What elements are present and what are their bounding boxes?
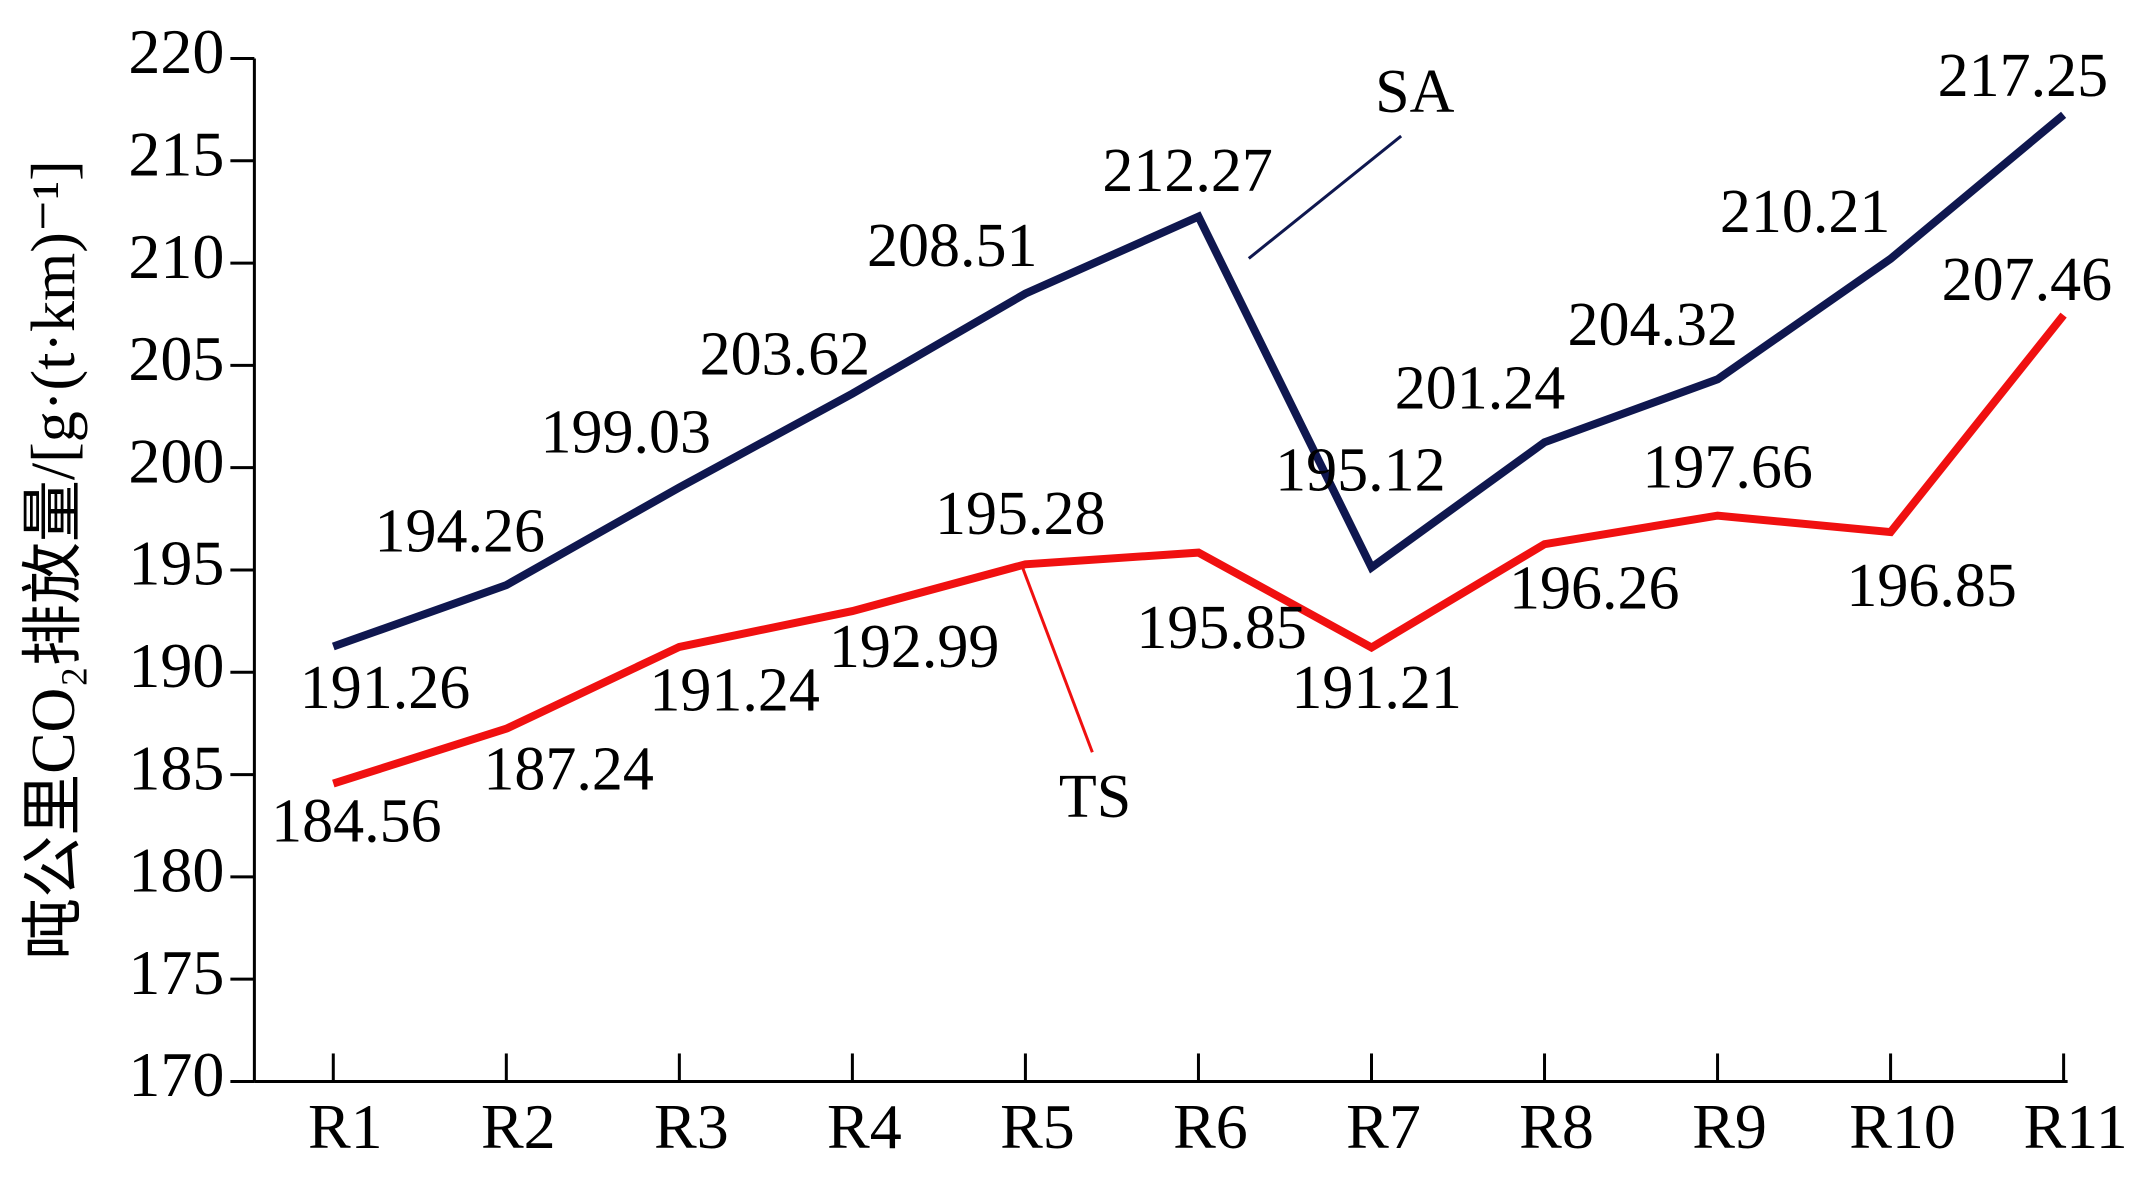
leader-line [1021, 568, 1094, 753]
data-label: 208.51 [867, 212, 1038, 280]
data-label: 184.56 [271, 787, 442, 855]
data-label: 201.24 [1395, 355, 1566, 423]
series-label: SA [1375, 58, 1454, 126]
data-label: 203.62 [700, 321, 871, 389]
x-tick-label: R8 [1519, 1091, 1594, 1162]
data-label: 196.85 [1846, 552, 2017, 620]
leader-line [1247, 134, 1403, 260]
x-tick-label: R3 [654, 1091, 729, 1162]
data-label: 210.21 [1720, 178, 1891, 246]
y-tick-label: 170 [128, 1039, 224, 1110]
data-label: 194.26 [375, 498, 546, 566]
x-tick-label: R4 [827, 1091, 902, 1162]
data-label: 212.27 [1102, 137, 1273, 205]
data-label: 195.85 [1136, 594, 1307, 662]
data-label: 191.21 [1291, 654, 1462, 722]
data-label: 195.28 [935, 480, 1106, 548]
y-tick-label: 195 [128, 528, 224, 599]
data-label: 187.24 [483, 736, 654, 804]
data-label: 207.46 [1942, 246, 2113, 314]
data-label: 191.26 [300, 654, 471, 722]
y-tick-label: 220 [128, 16, 224, 87]
line-series [331, 111, 2067, 651]
data-label: 196.26 [1509, 555, 1680, 623]
x-tick-label: R11 [2023, 1091, 2127, 1162]
data-label: 217.25 [1938, 42, 2109, 110]
x-tick-label: R5 [1000, 1091, 1075, 1162]
y-tick-label: 200 [128, 425, 224, 496]
y-tick-label: 190 [128, 630, 224, 701]
y-tick-label: 185 [128, 732, 224, 803]
series-label: TS [1059, 763, 1131, 831]
y-tick-label: 210 [128, 221, 224, 292]
line-series [332, 312, 2067, 788]
y-axis-label: 吨公里CO₂排放量/[g·(t·km)⁻¹] [20, 160, 88, 960]
y-tick-label: 205 [128, 323, 224, 394]
x-tick-label: R7 [1346, 1091, 1421, 1162]
data-label: 192.99 [829, 613, 1000, 681]
y-tick-label: 175 [128, 937, 224, 1008]
x-tick-label: R1 [308, 1091, 383, 1162]
x-tick-label: R2 [481, 1091, 556, 1162]
y-tick-label: 180 [128, 835, 224, 906]
data-label: 204.32 [1568, 291, 1739, 359]
data-label: 191.24 [649, 657, 820, 725]
data-label: 195.12 [1275, 436, 1446, 504]
x-tick-label: R6 [1173, 1091, 1248, 1162]
x-tick-label: R9 [1692, 1091, 1767, 1162]
data-label: 199.03 [541, 398, 712, 466]
x-tick-label: R10 [1849, 1091, 1956, 1162]
y-tick-label: 215 [128, 118, 224, 189]
data-label: 197.66 [1642, 434, 1813, 502]
